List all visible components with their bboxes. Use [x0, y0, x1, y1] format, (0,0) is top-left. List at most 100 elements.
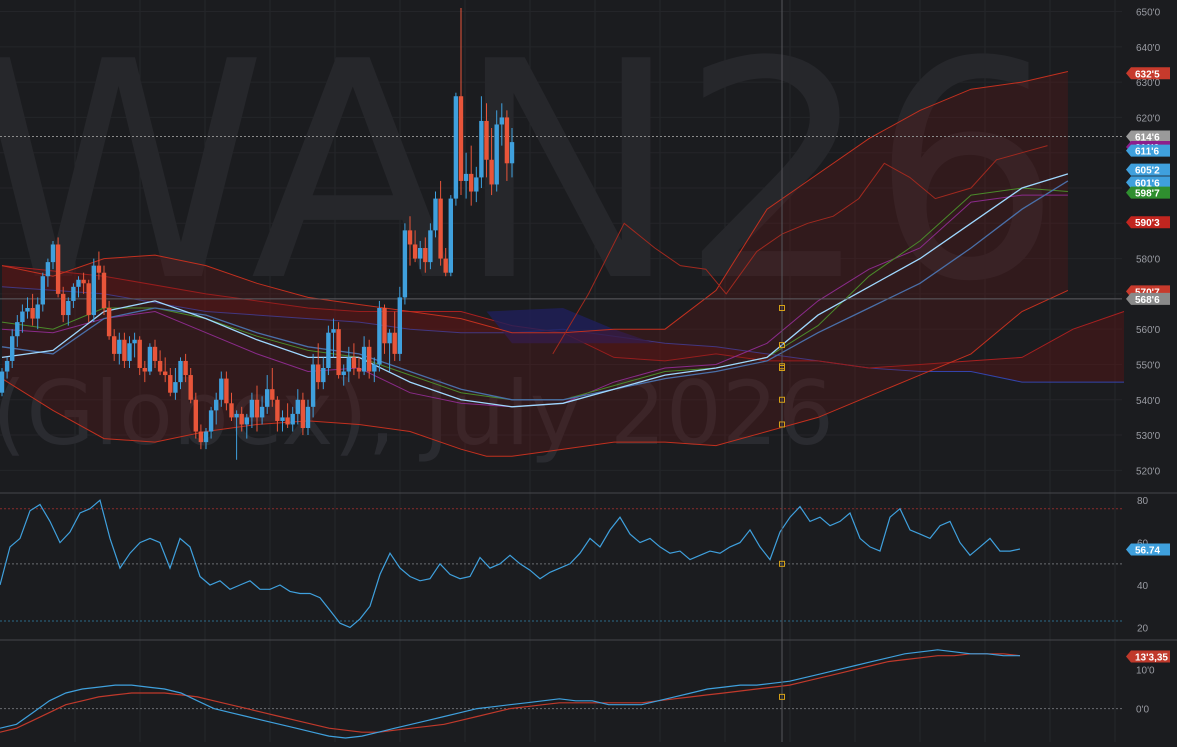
- candle-body: [163, 371, 168, 376]
- cloud-span-b: [1, 265, 1125, 369]
- badge-text: 611'6: [1135, 147, 1160, 158]
- candle-body: [35, 304, 40, 319]
- candle-body: [305, 406, 311, 428]
- candle-body: [66, 300, 71, 316]
- cloud-fill-blue: [486, 308, 655, 344]
- candle-body: [392, 332, 397, 354]
- candle-body: [259, 406, 265, 418]
- candle-body: [40, 276, 45, 305]
- candle-body: [61, 293, 66, 316]
- badge-bg: [1126, 543, 1170, 556]
- badge-text: 598'7: [1135, 189, 1160, 200]
- badge-text: 56.74: [1135, 546, 1160, 557]
- candle-body: [321, 368, 326, 383]
- price-tick-label: 630'0: [1136, 78, 1161, 89]
- price-label-badge: 605'2: [1126, 163, 1170, 177]
- badge-bg: [1126, 186, 1170, 199]
- candle-body: [438, 198, 443, 259]
- price-tick-label: 520'0: [1136, 466, 1161, 477]
- candle-body: [25, 308, 30, 312]
- candle-body: [249, 399, 255, 418]
- ichimoku-cloud: [1, 265, 1125, 383]
- crosshair: [779, 0, 785, 742]
- candle-body: [86, 283, 91, 316]
- badge-text: 590'3: [1135, 218, 1160, 229]
- band-fill: [2, 71, 1068, 457]
- band-lower: [1, 289, 1069, 457]
- candle-body: [81, 279, 86, 284]
- candle-body: [382, 308, 387, 344]
- badge-text: 605'2: [1135, 166, 1160, 177]
- band-upper: [1, 71, 1069, 334]
- candle-body: [361, 346, 367, 372]
- candle-body: [96, 265, 102, 273]
- candle-body: [244, 417, 249, 425]
- candle-body: [214, 399, 219, 411]
- candle-body: [310, 364, 316, 407]
- rsi-tick-label: 40: [1137, 581, 1149, 592]
- candle-body: [254, 399, 260, 418]
- badge-text: 614'6: [1135, 132, 1160, 143]
- candle-body: [55, 244, 61, 294]
- candle-body: [463, 173, 469, 181]
- candle-body: [183, 360, 188, 376]
- watermark-subtitle: (Globex), July 2026: [0, 362, 834, 465]
- candle-body: [300, 399, 306, 428]
- candle-body: [198, 431, 204, 443]
- candle-body: [336, 329, 341, 376]
- candle-body: [112, 336, 117, 354]
- candle-body: [280, 417, 285, 421]
- candle-body: [219, 378, 224, 400]
- candle-body: [203, 431, 209, 443]
- candle-body: [173, 382, 178, 393]
- candle-body: [122, 339, 127, 361]
- candle-body: [20, 311, 25, 323]
- candle-body: [290, 413, 295, 425]
- badge-bg: [1126, 292, 1170, 305]
- price-label-badge: 590'3: [1126, 216, 1170, 229]
- candle-body: [178, 360, 183, 383]
- candle-body: [397, 297, 402, 354]
- rsi-tick-label: 80: [1137, 496, 1149, 507]
- candle-body: [479, 120, 484, 178]
- candle-body: [270, 389, 275, 400]
- candle-body: [265, 389, 270, 407]
- price-tick-label: 560'0: [1136, 325, 1161, 336]
- crosshair-marker: [779, 342, 785, 349]
- candle-body: [377, 308, 382, 365]
- macd-line: [0, 649, 1020, 739]
- price-tick-label: 550'0: [1136, 360, 1161, 371]
- candle-body: [341, 371, 346, 376]
- candle-body: [239, 413, 244, 425]
- candle-body: [208, 410, 214, 432]
- candle-body: [412, 244, 418, 259]
- lagging-line: [552, 145, 1048, 355]
- rsi-line: [0, 499, 1021, 629]
- crosshair-marker: [779, 305, 785, 311]
- candles[interactable]: [0, 8, 515, 460]
- candle-body: [10, 336, 15, 361]
- candle-body: [402, 230, 408, 298]
- candle-body: [15, 322, 20, 337]
- price-axis[interactable]: 650'0640'0630'0620'0610'0600'0590'0580'0…: [1126, 8, 1170, 716]
- candle-body: [407, 230, 413, 245]
- price-tick-label: 640'0: [1136, 43, 1161, 54]
- candle-body: [234, 413, 239, 418]
- candle-body: [229, 403, 234, 418]
- crosshair-marker: [779, 560, 785, 567]
- badge-bg: [1126, 650, 1170, 663]
- candle-body: [418, 248, 423, 259]
- candle-body: [443, 258, 448, 273]
- badge-text: 632'5: [1135, 69, 1160, 80]
- candle-body: [372, 364, 377, 372]
- candle-body: [387, 332, 392, 344]
- rsi-value-badge: 56.74: [1126, 543, 1170, 557]
- candle-body: [157, 360, 163, 372]
- candle-body: [346, 357, 351, 372]
- candle-body: [509, 142, 515, 164]
- candle-body: [0, 371, 5, 393]
- candle-body: [469, 173, 474, 192]
